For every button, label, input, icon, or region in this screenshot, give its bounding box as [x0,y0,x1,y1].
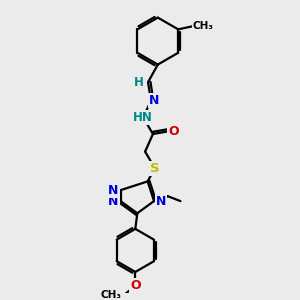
Text: HN: HN [133,111,153,124]
Text: H: H [134,76,144,89]
Text: O: O [168,124,179,138]
Text: CH₃: CH₃ [193,21,214,32]
Text: O: O [130,279,141,292]
Text: N: N [156,195,166,208]
Text: N: N [149,94,159,107]
Text: CH₃: CH₃ [100,290,122,300]
Text: N: N [108,184,118,197]
Text: S: S [150,162,160,175]
Text: N: N [108,195,118,208]
